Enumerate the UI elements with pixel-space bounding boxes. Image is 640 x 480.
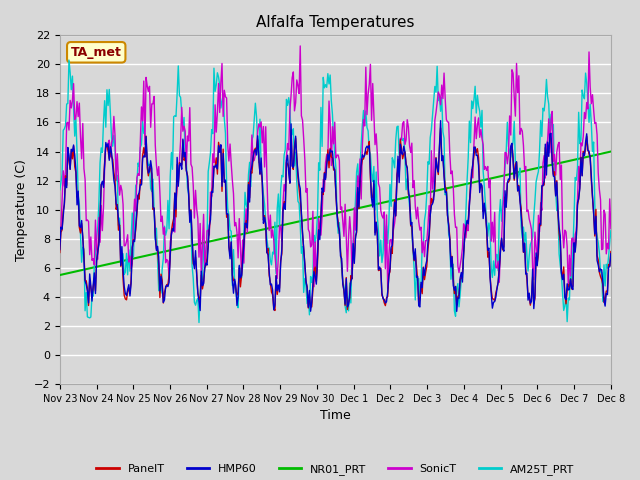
Title: Alfalfa Temperatures: Alfalfa Temperatures — [256, 15, 415, 30]
Text: TA_met: TA_met — [71, 46, 122, 59]
X-axis label: Time: Time — [320, 409, 351, 422]
Legend: PanelT, HMP60, NR01_PRT, SonicT, AM25T_PRT: PanelT, HMP60, NR01_PRT, SonicT, AM25T_P… — [92, 459, 579, 479]
Y-axis label: Temperature (C): Temperature (C) — [15, 159, 28, 261]
